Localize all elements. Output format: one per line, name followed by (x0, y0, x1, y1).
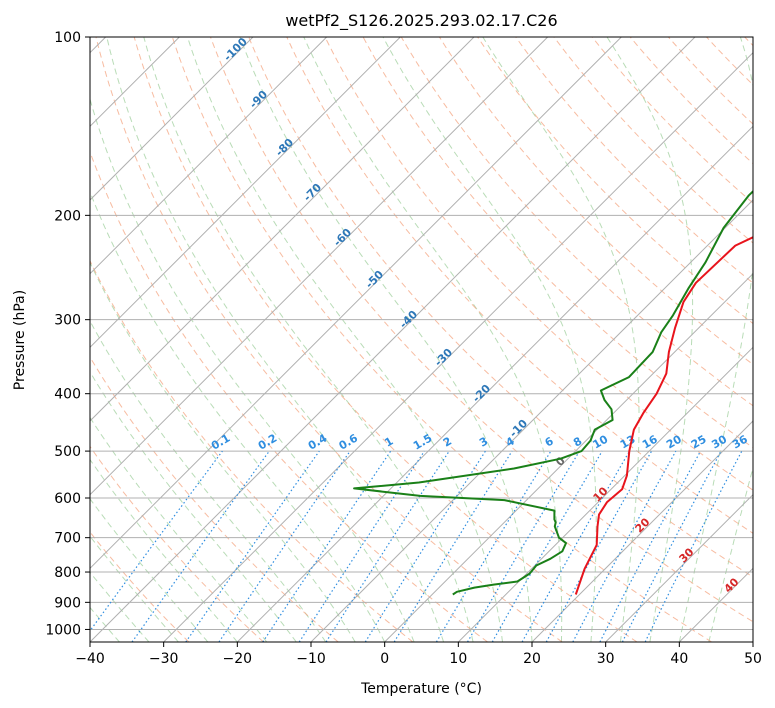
y-tick-label: 400 (54, 387, 81, 403)
dry-adiabat (591, 37, 753, 204)
mixing-ratio-line (90, 450, 223, 632)
dry-adiabat (248, 37, 753, 578)
dry-adiabat (95, 37, 563, 642)
moist-adiabat (90, 370, 297, 642)
x-tick-label: 0 (380, 651, 389, 667)
isotherm (236, 125, 753, 642)
mixing-ratio-line (393, 450, 513, 642)
mixing-ratio-line (185, 450, 320, 642)
moist-adiabat (303, 37, 563, 642)
moist-adiabat (90, 535, 179, 642)
isotherm (90, 37, 696, 642)
dry-adiabat (210, 37, 753, 623)
moist-adiabat (187, 37, 503, 642)
moist-adiabat (239, 37, 533, 642)
dry-adiabat (133, 37, 638, 642)
y-tick-label: 900 (54, 595, 81, 611)
dewpoint-profile-line (353, 190, 753, 596)
y-tick-label: 800 (54, 565, 81, 581)
chart-title: wetPf2_S126.2025.293.02.17.C26 (285, 11, 557, 31)
isotherm (90, 37, 328, 275)
mixing-ratio-line (262, 450, 392, 642)
moist-adiabat (708, 465, 753, 642)
pressure-gridlines (90, 37, 753, 630)
x-tick-label: −20 (223, 651, 253, 667)
x-tick-label: −10 (296, 651, 326, 667)
y-tick-label: 500 (54, 444, 81, 460)
isotherm (531, 420, 753, 642)
moist-adiabat (143, 37, 474, 642)
mixing-ratio-line (325, 450, 450, 642)
dry-adiabat (90, 445, 264, 642)
mixing-ratio-line (572, 450, 677, 642)
profile-series (353, 190, 753, 596)
x-tick-label: 50 (744, 651, 762, 667)
x-axis-ticks: −40 −30 −20 −10 0 10 20 30 40 50 (75, 642, 762, 667)
moist-adiabat (90, 458, 238, 642)
isotherm (90, 37, 401, 349)
dry-adiabat (515, 37, 753, 284)
x-tick-label: 20 (523, 651, 541, 667)
y-tick-label: 200 (54, 208, 81, 224)
mixing-ratio-lines (90, 450, 743, 642)
x-axis-title: Temperature (°C) (360, 681, 482, 697)
dry-adiabat (477, 37, 753, 325)
isotherm (90, 37, 549, 496)
mixing-ratio-line (298, 450, 425, 642)
moist-adiabat (90, 190, 386, 642)
x-tick-label: 30 (597, 651, 615, 667)
x-tick-label: −30 (149, 651, 179, 667)
plot-frame (89, 36, 754, 643)
y-axis-ticks: 100 200 300 400 500 600 700 800 900 1000 (45, 30, 90, 638)
moist-adiabat (90, 261, 356, 642)
moist-adiabat (90, 416, 268, 642)
isotherm (90, 37, 622, 570)
dry-adiabat (171, 37, 712, 642)
isotherm (457, 346, 753, 642)
isotherm (384, 272, 753, 642)
isotherm (310, 199, 753, 642)
x-tick-label: −40 (75, 651, 105, 667)
dry-adiabat (629, 37, 753, 165)
dry-adiabats (90, 37, 753, 642)
y-tick-label: 700 (54, 531, 81, 547)
mixing-ratio-line (545, 450, 653, 642)
isotherm (605, 493, 753, 642)
dry-adiabat (90, 259, 414, 642)
skewed-isotherms (90, 37, 753, 642)
y-tick-label: 600 (54, 491, 81, 507)
isotherm (163, 51, 753, 642)
x-tick-label: 10 (449, 651, 467, 667)
y-tick-label: 100 (54, 30, 81, 46)
moist-adiabat (678, 37, 753, 642)
mixing-ratio-line (521, 450, 631, 642)
y-tick-label: 1000 (45, 622, 81, 638)
x-tick-label: 40 (670, 651, 688, 667)
temperature-profile-line (574, 236, 753, 595)
moist-adiabat (90, 497, 209, 642)
mixing-ratio-line (644, 450, 743, 642)
dry-adiabat (400, 37, 753, 407)
moist-adiabat (90, 320, 327, 642)
moist-adiabat (482, 37, 640, 642)
y-tick-label: 300 (54, 313, 81, 329)
mixing-ratio-line (131, 450, 270, 642)
y-axis-title: Pressure (hPa) (12, 290, 28, 390)
isotherm (90, 37, 475, 422)
isotherm (90, 37, 254, 201)
moist-adiabat (382, 37, 597, 642)
dry-adiabat (324, 37, 753, 491)
mixing-ratio-line (218, 450, 351, 642)
